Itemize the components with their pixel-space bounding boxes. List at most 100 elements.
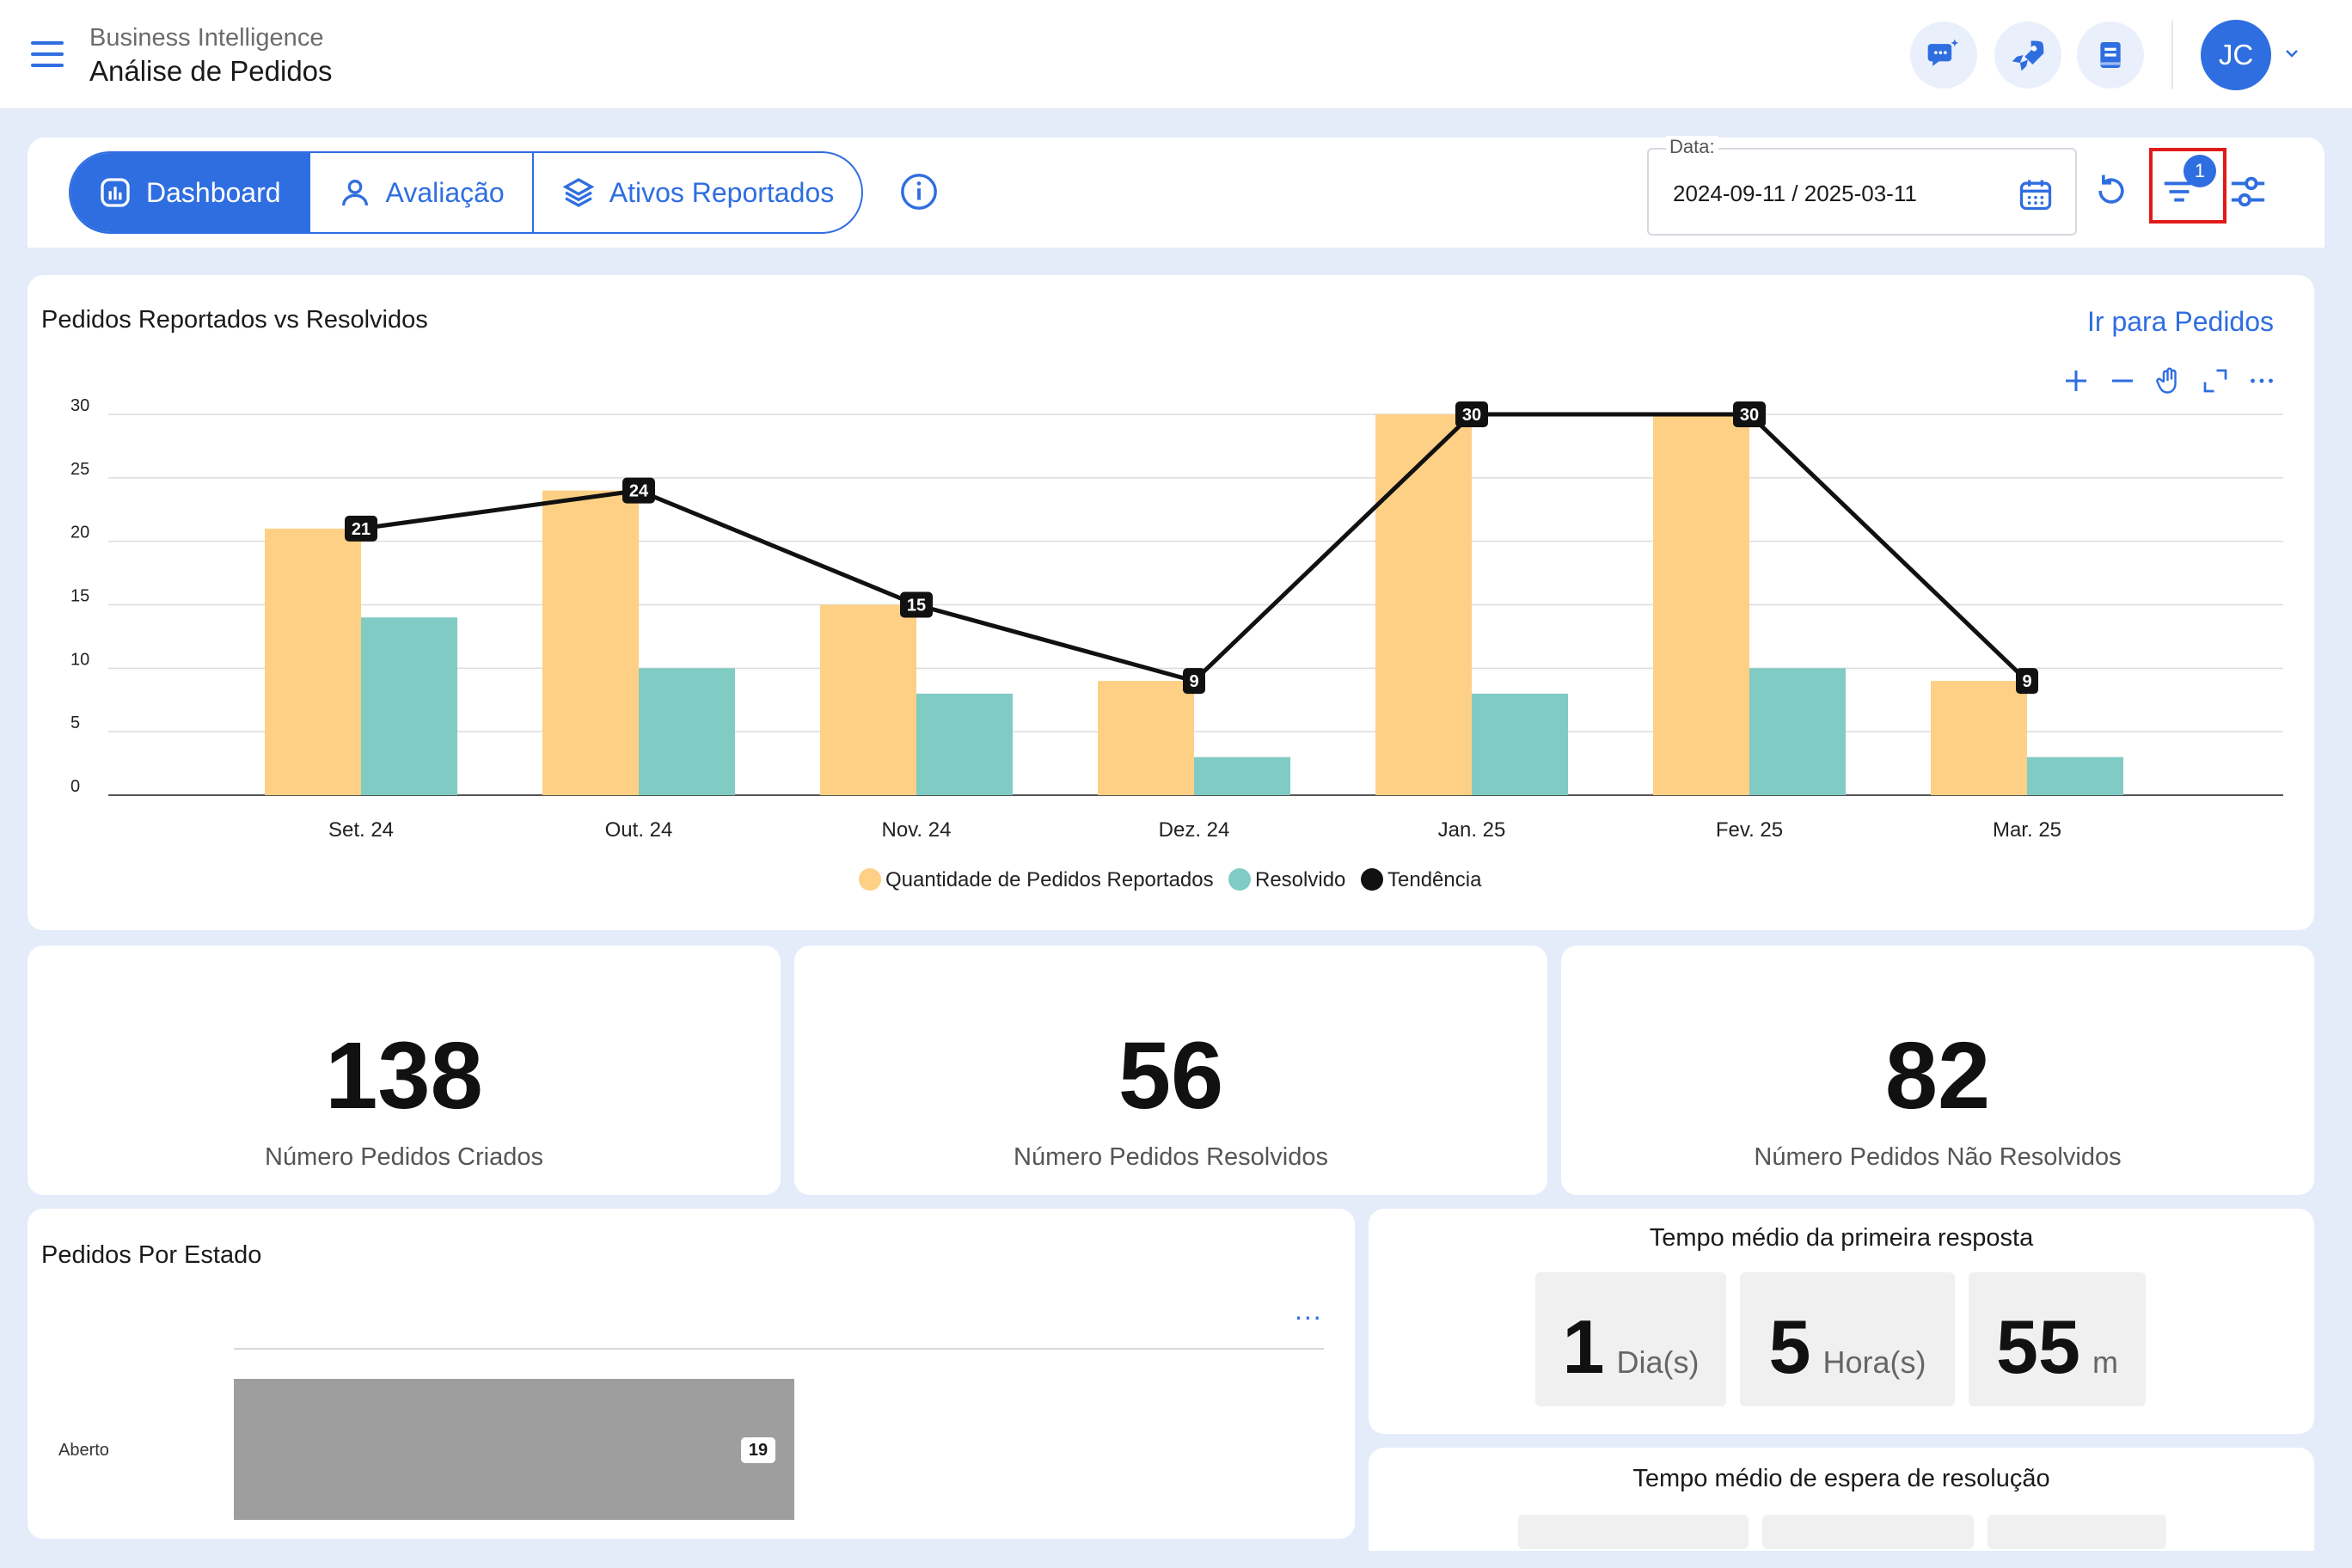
bar-line-chart: 30 25 20 15 10 5 0 Set. 24 Out. 24 Nov. 24 Dez. 24… xyxy=(70,396,2283,891)
time-box-days: 1 Dia(s) xyxy=(1535,1272,1726,1406)
trend-point-label: 15 xyxy=(907,597,926,616)
trend-point-tag xyxy=(900,591,933,618)
info-icon[interactable] xyxy=(899,172,939,211)
bar-resolved xyxy=(639,668,735,795)
more-options-icon[interactable] xyxy=(2245,364,2278,397)
reset-zoom-icon[interactable] xyxy=(2199,364,2232,397)
filter-count-badge: 1 xyxy=(2184,155,2216,187)
kpi-label: Número Pedidos Não Resolvidos xyxy=(1754,1143,2122,1171)
chart-card xyxy=(28,275,2314,930)
kpi-card-resolved: 56 Número Pedidos Resolvidos xyxy=(794,946,1547,1195)
state-chart-title: Pedidos Por Estado xyxy=(41,1241,262,1269)
layers-icon xyxy=(562,178,595,207)
launch-button[interactable] xyxy=(1994,21,2061,89)
pan-hand-icon[interactable] xyxy=(2153,364,2185,397)
kpi-value: 56 xyxy=(1118,1023,1224,1129)
state-chart-more-button[interactable]: ... xyxy=(1295,1295,1323,1326)
x-tick-label: Jan. 25 xyxy=(1438,818,1506,842)
chart-title: Pedidos Reportados vs Resolvidos xyxy=(41,306,428,334)
zoom-in-icon[interactable] xyxy=(2060,364,2092,397)
zoom-out-icon[interactable] xyxy=(2106,364,2139,397)
tab-ativos-reportados[interactable]: Ativos Reportados xyxy=(534,153,861,232)
settings-sliders-icon[interactable] xyxy=(2228,172,2268,211)
trend-point-tag xyxy=(622,477,655,504)
bar-resolved xyxy=(2027,756,2123,795)
refresh-icon[interactable] xyxy=(2092,172,2130,210)
kpi-label: Número Pedidos Criados xyxy=(265,1143,543,1171)
tab-label: Ativos Reportados xyxy=(609,176,835,208)
time-number: 55 xyxy=(1996,1304,2080,1389)
trend-point-label: 9 xyxy=(2022,672,2031,691)
trend-point-tag xyxy=(1183,668,1205,695)
time-number: 1 xyxy=(1562,1304,1605,1389)
x-tick-label: Fev. 25 xyxy=(1716,818,1783,842)
state-bar-label: Aberto xyxy=(58,1441,109,1460)
app-subtitle: Business Intelligence xyxy=(89,24,324,52)
trend-point-tag xyxy=(2016,668,2038,695)
book-icon xyxy=(2100,42,2121,68)
chat-sparkle-icon xyxy=(1927,39,1959,66)
page-title: Análise de Pedidos xyxy=(89,55,333,87)
y-tick-label: 0 xyxy=(70,777,80,796)
view-tabs: Dashboard Avaliação Ativos Reportados xyxy=(69,151,864,234)
time-box-minutes: 55 m xyxy=(1969,1272,2146,1406)
legend-swatch xyxy=(859,868,881,891)
bar-reported xyxy=(542,490,639,795)
state-bar[interactable] xyxy=(234,1379,794,1520)
x-tick-label: Set. 24 xyxy=(328,818,394,842)
bar-reported xyxy=(1375,414,1472,795)
time-unit: Dia(s) xyxy=(1616,1344,1700,1380)
kpi-card-unresolved: 82 Número Pedidos Não Resolvidos xyxy=(1561,946,2314,1195)
header-divider xyxy=(2171,21,2173,89)
y-tick-label: 20 xyxy=(70,524,89,542)
bar-resolved xyxy=(1749,668,1846,795)
legend-label: Tendência xyxy=(1387,868,1482,891)
chevron-down-icon[interactable] xyxy=(2282,43,2302,64)
time-box-hours: 5 Hora(s) xyxy=(1740,1272,1955,1406)
kpi-card-created: 138 Número Pedidos Criados xyxy=(28,946,781,1195)
kpi-label: Número Pedidos Resolvidos xyxy=(1014,1143,1328,1171)
chat-ai-button[interactable] xyxy=(1910,21,1977,89)
trend-point-tag xyxy=(1455,401,1488,427)
legend-swatch xyxy=(1361,868,1383,891)
chart-icon xyxy=(101,178,130,207)
user-icon xyxy=(341,180,368,206)
docs-button[interactable] xyxy=(2077,21,2144,89)
bar-reported xyxy=(1931,681,2027,795)
trend-point-label: 30 xyxy=(1740,406,1759,425)
state-chart-axis xyxy=(234,1348,1324,1350)
menu-icon[interactable] xyxy=(31,41,64,67)
chart-toolbar xyxy=(2060,364,2278,397)
trend-point-tag xyxy=(345,515,377,542)
bar-reported xyxy=(1098,681,1194,795)
tab-dashboard[interactable]: Dashboard xyxy=(70,153,310,232)
legend-swatch xyxy=(1228,868,1251,891)
trend-point-label: 24 xyxy=(629,482,649,501)
y-tick-label: 15 xyxy=(70,587,89,606)
date-range-field[interactable]: Data: 2024-09-11 / 2025-03-11 xyxy=(1647,136,2077,236)
tab-label: Avaliação xyxy=(385,176,505,208)
legend-label: Resolvido xyxy=(1255,868,1345,891)
y-tick-label: 5 xyxy=(70,714,80,732)
first-response-title: Tempo médio da primeira resposta xyxy=(1649,1224,2034,1252)
x-tick-label: Nov. 24 xyxy=(882,818,952,842)
time-unit: Hora(s) xyxy=(1822,1344,1926,1380)
bar-resolved xyxy=(1194,756,1290,795)
trend-point-label: 9 xyxy=(1189,672,1198,691)
x-tick-label: Dez. 24 xyxy=(1159,818,1230,842)
top-bar: Business Intelligence Análise de Pedidos… xyxy=(0,0,2352,109)
bar-resolved xyxy=(361,617,457,795)
time-box-placeholder xyxy=(1518,1515,1749,1549)
y-tick-label: 30 xyxy=(70,396,89,415)
calendar-icon[interactable] xyxy=(2017,175,2055,213)
rocket-icon xyxy=(2012,40,2044,71)
time-box-placeholder xyxy=(1762,1515,1974,1549)
tab-avaliacao[interactable]: Avaliação xyxy=(310,153,534,232)
x-tick-label: Mar. 25 xyxy=(1993,818,2061,842)
user-avatar[interactable]: JC xyxy=(2201,20,2271,90)
time-unit: m xyxy=(2092,1344,2118,1380)
kpi-value: 82 xyxy=(1884,1023,1991,1129)
go-to-orders-link[interactable]: Ir para Pedidos xyxy=(2087,306,2275,337)
time-number: 5 xyxy=(1768,1304,1811,1389)
date-field-label: Data: xyxy=(1666,136,1718,158)
